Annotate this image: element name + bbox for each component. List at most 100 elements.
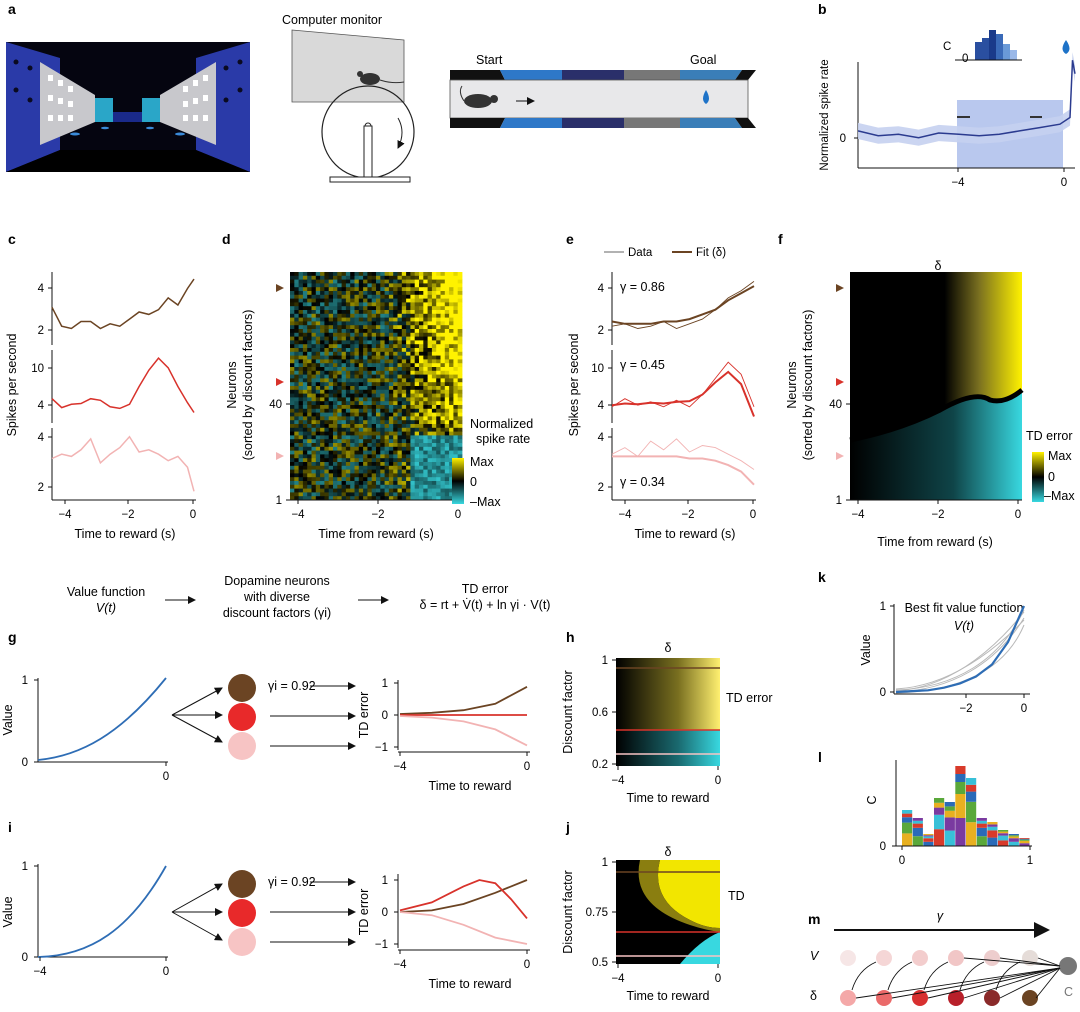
heatmap-cell <box>341 287 347 292</box>
heatmap-cell <box>363 298 368 303</box>
panel-m-diagram <box>840 950 1077 1006</box>
heatmap-cell <box>358 298 364 303</box>
heatmap-cell <box>333 283 338 288</box>
heatmap-cell <box>397 492 403 497</box>
panel-h-cbar-title: TD error <box>726 691 773 705</box>
heatmap-cell <box>324 435 330 440</box>
heatmap-cell <box>290 446 295 451</box>
heatmap-cell <box>406 283 411 288</box>
heatmap-cell <box>337 298 342 303</box>
heatmap-cell <box>436 488 441 493</box>
heatmap-cell <box>307 393 312 398</box>
heatmap-cell <box>388 488 394 493</box>
heatmap-cell <box>410 439 416 444</box>
heatmap-cell <box>354 465 360 470</box>
heatmap-cell <box>311 416 317 421</box>
histogram-bar-segment <box>912 836 923 846</box>
heatmap-cell <box>397 317 403 322</box>
heatmap-cell <box>371 313 377 318</box>
heatmap-cell <box>436 374 441 379</box>
heatmap-cell <box>367 477 373 482</box>
heatmap-cell <box>406 397 411 402</box>
heatmap-cell <box>440 321 446 326</box>
panel-f-xtick: 0 <box>1015 509 1021 521</box>
heatmap-cell <box>406 412 411 417</box>
heatmap-cell <box>376 446 381 451</box>
heatmap-cell <box>410 313 416 318</box>
heatmap-cell <box>401 329 407 334</box>
heatmap-cell <box>337 359 342 364</box>
heatmap-cell <box>423 450 428 455</box>
heatmap-cell <box>315 431 321 436</box>
heatmap-cell <box>414 405 420 410</box>
heatmap-cell <box>294 416 299 421</box>
heatmap-cell <box>371 332 377 337</box>
heatmap-cell <box>350 424 355 429</box>
heatmap-cell <box>419 378 424 383</box>
heatmap-cell <box>436 355 441 360</box>
heatmap-cell <box>290 374 295 379</box>
heatmap-cell <box>324 412 330 417</box>
heatmap-cell <box>354 291 360 296</box>
heatmap-cell <box>457 306 463 311</box>
panel-h-top-label: δ <box>665 641 672 655</box>
heatmap-cell <box>384 306 390 311</box>
heatmap-cell <box>371 397 377 402</box>
heatmap-cell <box>302 401 308 406</box>
panel-i-td-ytick: 1 <box>382 875 388 887</box>
panel-e-fit-red <box>611 370 755 417</box>
heatmap-cell <box>380 435 385 440</box>
heatmap-cell <box>328 446 334 451</box>
heatmap-cell <box>337 389 342 394</box>
heatmap-cell <box>419 416 424 421</box>
heatmap-cell <box>367 374 373 379</box>
heatmap-cell <box>440 458 446 463</box>
heatmap-cell <box>350 367 355 372</box>
heatmap-cell <box>419 359 424 364</box>
heatmap-cell <box>397 427 403 432</box>
heatmap-cell <box>419 272 424 277</box>
heatmap-cell <box>320 446 325 451</box>
heatmap-cell <box>341 389 347 394</box>
heatmap-cell <box>444 389 450 394</box>
heatmap-cell <box>440 424 446 429</box>
heatmap-cell <box>414 435 420 440</box>
heatmap-cell <box>315 435 321 440</box>
heatmap-cell <box>290 291 295 296</box>
heatmap-cell <box>345 302 351 307</box>
heatmap-cell <box>453 443 459 448</box>
heatmap-cell <box>436 370 441 375</box>
heatmap-cell <box>410 283 416 288</box>
heatmap-cell <box>294 378 299 383</box>
heatmap-cell <box>350 294 355 299</box>
panel-i-xtick: −4 <box>33 966 47 978</box>
heatmap-cell <box>345 329 351 334</box>
heatmap-cell <box>307 450 312 455</box>
heatmap-cell <box>358 351 364 356</box>
heatmap-cell <box>406 329 411 334</box>
heatmap-cell <box>423 496 428 501</box>
heatmap-cell <box>384 351 390 356</box>
heatmap-cell <box>341 348 347 353</box>
heatmap-cell <box>440 439 446 444</box>
heatmap-cell <box>328 294 334 299</box>
heatmap-cell <box>376 306 381 311</box>
heatmap-cell <box>401 435 407 440</box>
heatmap-cell <box>367 469 373 474</box>
heatmap-cell <box>410 275 416 280</box>
heatmap-cell <box>358 435 364 440</box>
heatmap-cell <box>302 287 308 292</box>
histogram-bar-segment <box>1019 839 1030 841</box>
heatmap-cell <box>290 477 295 482</box>
heatmap-cell <box>444 469 450 474</box>
heatmap-cell <box>444 313 450 318</box>
heatmap-cell <box>345 496 351 501</box>
heatmap-cell <box>358 279 364 284</box>
heatmap-cell <box>427 412 433 417</box>
panel-c-plot <box>48 272 196 504</box>
panel-i-letter: i <box>8 819 12 835</box>
heatmap-cell <box>431 405 437 410</box>
panel-f-letter: f <box>778 231 783 247</box>
heatmap-cell <box>320 287 325 292</box>
heatmap-cell <box>363 279 368 284</box>
